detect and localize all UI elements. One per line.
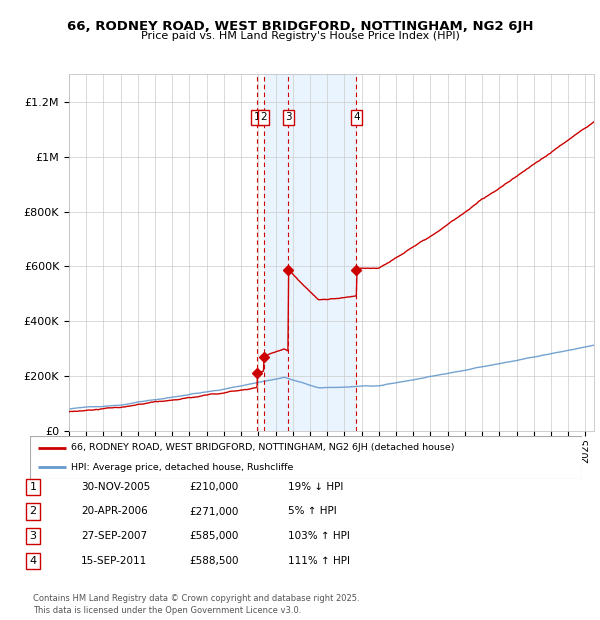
Text: 30-NOV-2005: 30-NOV-2005 — [81, 482, 150, 492]
Text: 2: 2 — [29, 507, 37, 516]
Text: 103% ↑ HPI: 103% ↑ HPI — [288, 531, 350, 541]
Text: £271,000: £271,000 — [189, 507, 238, 516]
Text: 66, RODNEY ROAD, WEST BRIDGFORD, NOTTINGHAM, NG2 6JH: 66, RODNEY ROAD, WEST BRIDGFORD, NOTTING… — [67, 20, 533, 33]
Text: HPI: Average price, detached house, Rushcliffe: HPI: Average price, detached house, Rush… — [71, 463, 294, 472]
Text: 1: 1 — [29, 482, 37, 492]
Text: £585,000: £585,000 — [189, 531, 238, 541]
Text: 66, RODNEY ROAD, WEST BRIDGFORD, NOTTINGHAM, NG2 6JH (detached house): 66, RODNEY ROAD, WEST BRIDGFORD, NOTTING… — [71, 443, 455, 453]
Text: 20-APR-2006: 20-APR-2006 — [81, 507, 148, 516]
FancyBboxPatch shape — [30, 436, 582, 479]
Bar — [263, 74, 356, 431]
Text: Price paid vs. HM Land Registry's House Price Index (HPI): Price paid vs. HM Land Registry's House … — [140, 31, 460, 41]
Text: 4: 4 — [29, 556, 37, 566]
Text: 5% ↑ HPI: 5% ↑ HPI — [288, 507, 337, 516]
Text: 4: 4 — [353, 112, 360, 122]
Text: £588,500: £588,500 — [189, 556, 239, 566]
Text: 19% ↓ HPI: 19% ↓ HPI — [288, 482, 343, 492]
Text: 15-SEP-2011: 15-SEP-2011 — [81, 556, 147, 566]
Text: 27-SEP-2007: 27-SEP-2007 — [81, 531, 147, 541]
Text: 3: 3 — [285, 112, 292, 122]
Text: 3: 3 — [29, 531, 37, 541]
Text: £210,000: £210,000 — [189, 482, 238, 492]
Text: 111% ↑ HPI: 111% ↑ HPI — [288, 556, 350, 566]
Text: 1: 1 — [254, 112, 260, 122]
Text: 2: 2 — [260, 112, 267, 122]
Text: Contains HM Land Registry data © Crown copyright and database right 2025.
This d: Contains HM Land Registry data © Crown c… — [33, 594, 359, 615]
